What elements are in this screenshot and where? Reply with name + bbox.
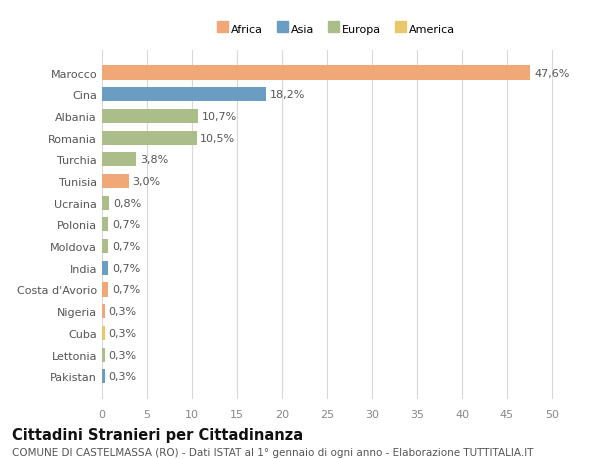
- Bar: [102, 110, 198, 124]
- Text: 10,5%: 10,5%: [200, 133, 235, 143]
- Text: 18,2%: 18,2%: [269, 90, 305, 100]
- Bar: [102, 304, 105, 319]
- Text: 47,6%: 47,6%: [534, 68, 569, 78]
- Text: 0,3%: 0,3%: [109, 307, 136, 317]
- Text: 10,7%: 10,7%: [202, 112, 237, 122]
- Bar: [102, 283, 109, 297]
- Bar: [102, 369, 105, 383]
- Bar: [102, 240, 109, 253]
- Text: 0,3%: 0,3%: [109, 371, 136, 381]
- Bar: [102, 326, 105, 340]
- Bar: [102, 67, 530, 80]
- Text: Cittadini Stranieri per Cittadinanza: Cittadini Stranieri per Cittadinanza: [12, 427, 303, 442]
- Text: 3,8%: 3,8%: [140, 155, 168, 165]
- Bar: [102, 88, 266, 102]
- Bar: [102, 131, 197, 146]
- Bar: [102, 218, 109, 232]
- Bar: [102, 153, 136, 167]
- Bar: [102, 174, 129, 189]
- Text: 0,7%: 0,7%: [112, 285, 140, 295]
- Text: COMUNE DI CASTELMASSA (RO) - Dati ISTAT al 1° gennaio di ogni anno - Elaborazion: COMUNE DI CASTELMASSA (RO) - Dati ISTAT …: [12, 448, 533, 458]
- Bar: [102, 348, 105, 362]
- Bar: [102, 196, 109, 210]
- Bar: [102, 261, 109, 275]
- Text: 0,7%: 0,7%: [112, 220, 140, 230]
- Text: 0,3%: 0,3%: [109, 350, 136, 360]
- Text: 3,0%: 3,0%: [133, 177, 161, 187]
- Text: 0,3%: 0,3%: [109, 328, 136, 338]
- Text: 0,7%: 0,7%: [112, 263, 140, 273]
- Legend: Africa, Asia, Europa, America: Africa, Asia, Europa, America: [214, 21, 458, 38]
- Text: 0,7%: 0,7%: [112, 241, 140, 252]
- Text: 0,8%: 0,8%: [113, 198, 141, 208]
